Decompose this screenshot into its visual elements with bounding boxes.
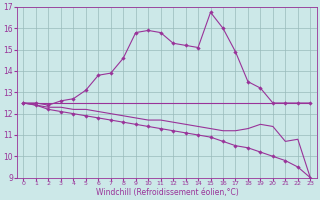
X-axis label: Windchill (Refroidissement éolien,°C): Windchill (Refroidissement éolien,°C) <box>96 188 238 197</box>
